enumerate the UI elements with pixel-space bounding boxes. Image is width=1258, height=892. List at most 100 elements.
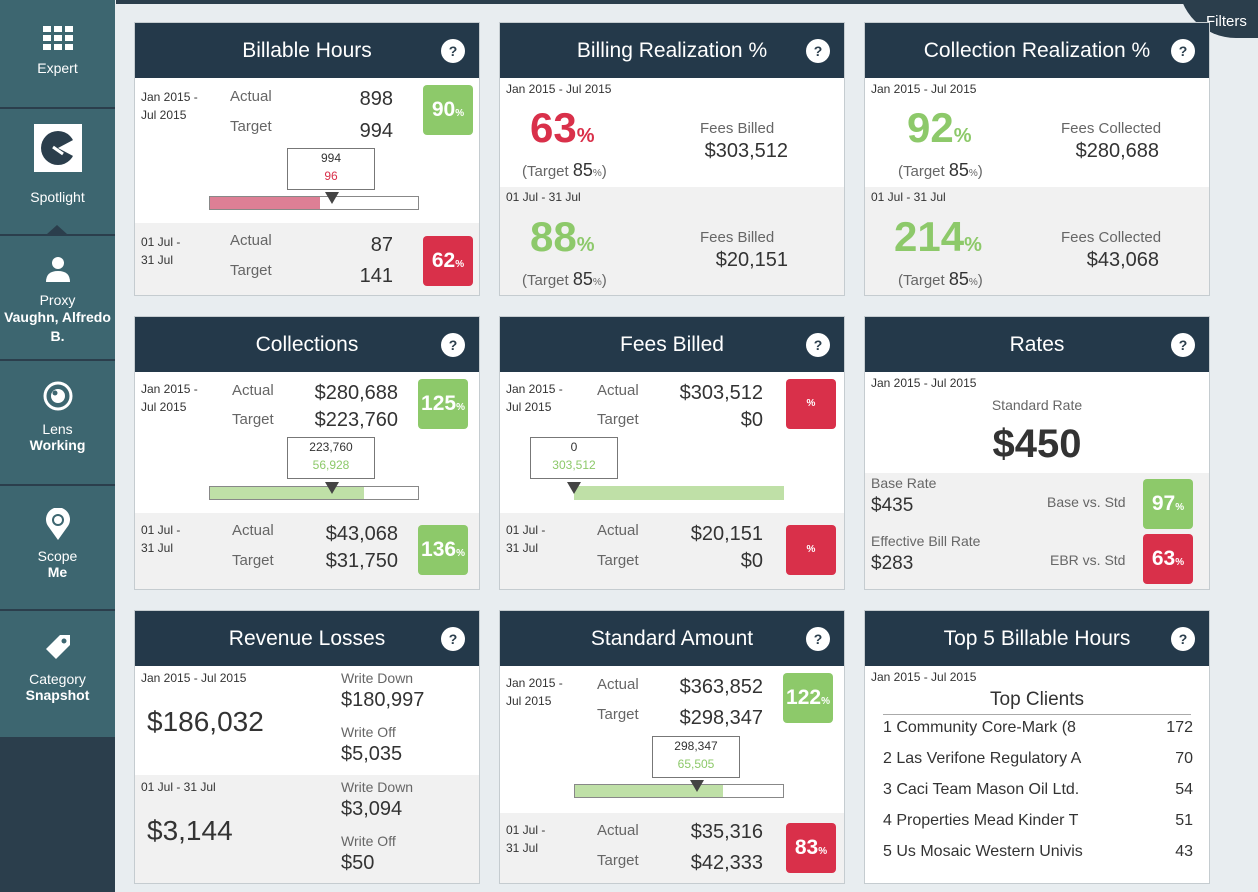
card-top5-billable-hours[interactable]: Top 5 Billable Hours? Jan 2015 - Jul 201…: [864, 610, 1210, 884]
section-period: Jan 2015 - Jul 2015 92% (Target 85%) Fee…: [865, 78, 1209, 187]
lens-label: Lens: [42, 421, 73, 437]
percent-badge: 122%: [783, 673, 833, 723]
section-period: Jan 2015 - Jul 2015 Actual $363,852 Targe…: [500, 666, 844, 813]
card-revenue-losses[interactable]: Revenue Losses? Jan 2015 - Jul 2015 $186…: [134, 610, 480, 884]
sidebar-item-proxy[interactable]: Proxy Vaughn, Alfredo B.: [0, 236, 115, 360]
write-down-label: Write Down: [341, 779, 414, 795]
card-standard-amount[interactable]: Standard Amount? Jan 2015 - Jul 2015 Actu…: [499, 610, 845, 884]
card-title: Collection Realization %: [923, 39, 1151, 62]
target-label: Target: [597, 411, 639, 428]
target-text: (Target 85%): [898, 269, 983, 289]
sidebar-item-spotlight[interactable]: Spotlight: [0, 109, 115, 235]
card-title: Billing Realization %: [576, 39, 768, 62]
client-row[interactable]: 2 Las Verifone Regulatory A 70: [883, 750, 1193, 767]
target-callout: 0 303,512: [530, 437, 618, 479]
section-month: 01 Jul - 31 Jul 88% (Target 85%) Fees Bi…: [500, 187, 844, 295]
actual-value: $280,688: [314, 382, 398, 404]
standard-rate-value: $450: [992, 422, 1082, 466]
client-row[interactable]: 1 Community Core-Mark (8 172: [883, 719, 1193, 736]
actual-label: Actual: [597, 676, 639, 693]
fees-value: $43,068: [1086, 249, 1159, 271]
base-vs-std-badge: 97%: [1143, 479, 1193, 529]
help-button[interactable]: ?: [806, 333, 830, 357]
help-button[interactable]: ?: [1171, 333, 1195, 357]
help-button[interactable]: ?: [806, 627, 830, 651]
grid-icon: [42, 26, 73, 50]
period-label: Jan 2015 - Jul 2015: [506, 382, 563, 414]
category-label: Category: [29, 671, 86, 687]
client-row[interactable]: 4 Properties Mead Kinder T 51: [883, 812, 1193, 829]
target-value: 994: [359, 120, 393, 142]
ebr-vs-std-badge: 63%: [1143, 534, 1193, 584]
client-row[interactable]: 5 Us Mosaic Western Univis 43: [883, 843, 1193, 860]
write-down-value: $180,997: [341, 689, 425, 711]
help-button[interactable]: ?: [1171, 39, 1195, 63]
help-button[interactable]: ?: [441, 627, 465, 651]
section-period: Jan 2015 - Jul 2015 Actual $280,688 Targe…: [135, 372, 479, 513]
sidebar-item-scope[interactable]: Scope Me: [0, 486, 115, 610]
target-marker: [325, 482, 339, 494]
period-label: Jan 2015 - Jul 2015: [871, 376, 977, 390]
client-row[interactable]: 3 Caci Team Mason Oil Ltd. 54: [883, 781, 1193, 798]
section-month: 01 Jul - 31 Jul $3,144 Write Down $3,094…: [135, 775, 479, 883]
sidebar-item-category[interactable]: Category Snapshot: [0, 611, 115, 738]
card-collection-realization[interactable]: Collection Realization %? Jan 2015 - Jul…: [864, 22, 1210, 296]
progress-fill: [210, 197, 321, 209]
sidebar-item-lens[interactable]: Lens Working: [0, 361, 115, 485]
progress-fill: [574, 486, 784, 498]
standard-rate-label: Standard Rate: [991, 397, 1083, 413]
write-off-label: Write Off: [341, 724, 396, 740]
card-billable-hours[interactable]: Billable Hours? Jan 2015 - Jul 2015 Actua…: [134, 22, 480, 296]
card-header: Billing Realization %?: [500, 23, 844, 78]
section-month: 01 Jul -31 Jul Actual 87 Target 141 62%: [135, 223, 479, 295]
actual-label: Actual: [597, 822, 639, 839]
help-button[interactable]: ?: [1171, 627, 1195, 651]
sidebar: Expert Spotlight Proxy Vaughn, Alfredo B…: [0, 0, 115, 892]
target-text: (Target 85%): [898, 160, 983, 180]
target-value: $298,347: [679, 707, 763, 729]
target-callout: 298,347 65,505: [652, 736, 740, 778]
target-value: $223,760: [314, 409, 398, 431]
card-header: Revenue Losses?: [135, 611, 479, 666]
lens-value: Working: [29, 437, 86, 453]
realization-percent: 88%: [530, 213, 595, 260]
total-losses: $186,032: [147, 706, 264, 737]
divider: [883, 714, 1191, 715]
help-button[interactable]: ?: [441, 39, 465, 63]
card-fees-billed[interactable]: Fees Billed? Jan 2015 - Jul 2015 Actual $…: [499, 316, 845, 590]
card-header: Rates?: [865, 317, 1209, 372]
help-button[interactable]: ?: [806, 39, 830, 63]
section-standard-rate: Jan 2015 - Jul 2015 Standard Rate $450: [865, 372, 1209, 473]
help-button[interactable]: ?: [441, 333, 465, 357]
proxy-label: Proxy: [39, 292, 76, 308]
actual-value: $35,316: [690, 821, 763, 843]
period-label: Jan 2015 - Jul 2015: [506, 676, 563, 708]
target-value: 141: [359, 265, 393, 287]
section-period: Jan 2015 - Jul 2015 Actual 898 Target 994…: [135, 78, 479, 223]
card-title: Rates: [1009, 333, 1065, 356]
target-text: (Target 85%): [522, 269, 607, 289]
target-value: $31,750: [325, 550, 398, 572]
fees-value: $20,151: [715, 249, 788, 271]
progress-fill: [210, 487, 364, 499]
actual-label: Actual: [232, 522, 274, 539]
card-billing-realization[interactable]: Billing Realization %? Jan 2015 - Jul 20…: [499, 22, 845, 296]
target-label: Target: [232, 411, 274, 428]
fees-label: Fees Billed: [700, 120, 775, 137]
section-period: Jan 2015 - Jul 2015 Actual $303,512 Targe…: [500, 372, 844, 513]
percent-badge: 83%: [786, 823, 836, 873]
spotlight-icon: [33, 124, 82, 172]
card-header: Collections?: [135, 317, 479, 372]
target-text: (Target 85%): [522, 160, 607, 180]
card-header: Top 5 Billable Hours?: [865, 611, 1209, 666]
ebr-value: $283: [871, 553, 914, 574]
card-rates[interactable]: Rates? Jan 2015 - Jul 2015 Standard Rate…: [864, 316, 1210, 590]
period-label: 01 Jul -31 Jul: [141, 235, 181, 267]
card-collections[interactable]: Collections? Jan 2015 - Jul 2015 Actual $…: [134, 316, 480, 590]
sidebar-item-expert[interactable]: Expert: [0, 0, 115, 108]
map-pin-icon: [45, 508, 70, 540]
card-header: Collection Realization %?: [865, 23, 1209, 78]
period-label: Jan 2015 - Jul 2015: [506, 82, 612, 96]
target-marker: [567, 482, 581, 494]
scope-value: Me: [47, 564, 68, 580]
